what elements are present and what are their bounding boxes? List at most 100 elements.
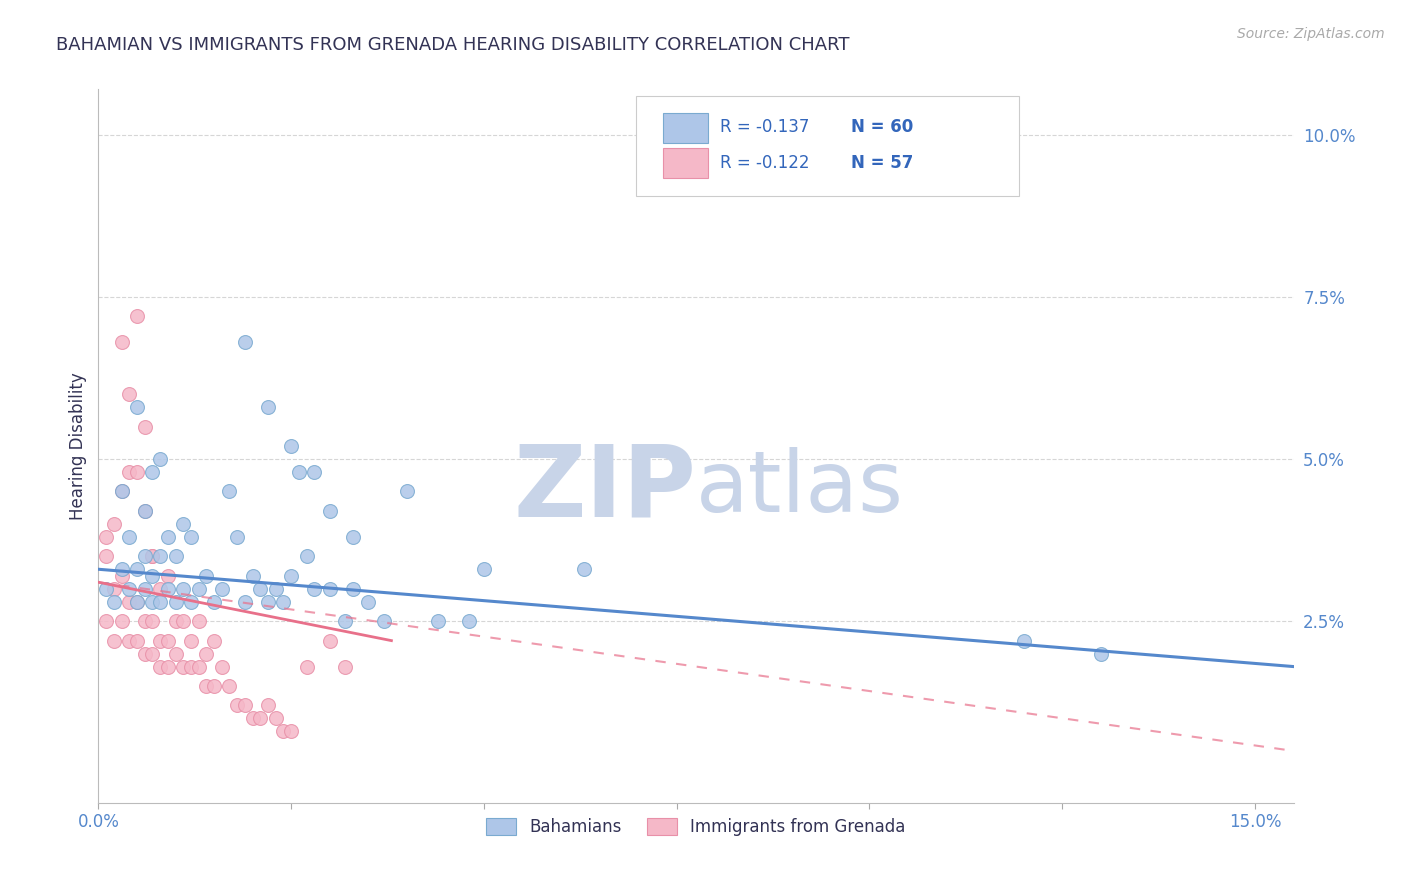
Text: N = 60: N = 60 [852, 118, 914, 136]
Point [110, 568, 132, 582]
Point [172, 614, 194, 628]
Point [233, 698, 256, 713]
Point [118, 633, 141, 648]
Point [218, 484, 240, 499]
Text: R = -0.122: R = -0.122 [720, 153, 810, 171]
Legend: Bahamians, Immigrants from Grenada: Bahamians, Immigrants from Grenada [478, 810, 914, 845]
Point [273, 595, 295, 609]
Point [141, 595, 163, 609]
Text: BAHAMIAN VS IMMIGRANTS FROM GRENADA HEARING DISABILITY CORRELATION CHART: BAHAMIAN VS IMMIGRANTS FROM GRENADA HEAR… [56, 36, 849, 54]
Point [118, 387, 141, 401]
Point [249, 711, 271, 725]
Point [118, 530, 141, 544]
Point [172, 659, 194, 673]
Point [187, 582, 209, 596]
Point [288, 465, 311, 479]
Point [1090, 647, 1112, 661]
Point [295, 659, 318, 673]
Point [202, 595, 225, 609]
Point [118, 465, 141, 479]
Point [187, 614, 209, 628]
Point [103, 582, 125, 596]
Point [141, 465, 163, 479]
Point [125, 595, 148, 609]
Point [1012, 633, 1035, 648]
Point [187, 659, 209, 673]
Point [110, 335, 132, 350]
Text: Source: ZipAtlas.com: Source: ZipAtlas.com [1237, 27, 1385, 41]
Point [141, 549, 163, 564]
Point [333, 659, 356, 673]
Point [134, 582, 156, 596]
Point [134, 419, 156, 434]
Point [134, 504, 156, 518]
Point [273, 724, 295, 739]
Point [125, 310, 148, 324]
Point [103, 633, 125, 648]
Point [257, 698, 280, 713]
Point [125, 595, 148, 609]
Point [149, 549, 172, 564]
Point [141, 614, 163, 628]
Point [156, 530, 179, 544]
Point [195, 568, 218, 582]
Point [280, 724, 302, 739]
Point [94, 530, 117, 544]
Point [103, 516, 125, 531]
Point [180, 595, 202, 609]
FancyBboxPatch shape [637, 96, 1019, 196]
Point [149, 633, 172, 648]
Point [134, 647, 156, 661]
Point [118, 595, 141, 609]
Text: R = -0.137: R = -0.137 [720, 118, 810, 136]
Point [226, 698, 249, 713]
Point [141, 568, 163, 582]
Point [457, 614, 479, 628]
Point [342, 530, 364, 544]
Point [242, 568, 264, 582]
Point [233, 335, 256, 350]
Point [342, 582, 364, 596]
Point [134, 549, 156, 564]
Point [264, 711, 287, 725]
Point [319, 504, 342, 518]
Point [195, 647, 218, 661]
Point [156, 582, 179, 596]
Point [202, 633, 225, 648]
Point [304, 582, 326, 596]
Point [172, 582, 194, 596]
Point [134, 504, 156, 518]
Point [94, 582, 117, 596]
Point [202, 679, 225, 693]
Point [165, 614, 187, 628]
Point [165, 549, 187, 564]
Point [180, 633, 202, 648]
Point [304, 465, 326, 479]
Point [172, 516, 194, 531]
Point [110, 484, 132, 499]
Point [110, 484, 132, 499]
Point [110, 614, 132, 628]
Point [156, 568, 179, 582]
Point [149, 595, 172, 609]
Point [103, 595, 125, 609]
Point [110, 562, 132, 576]
Text: N = 57: N = 57 [852, 153, 914, 171]
Point [257, 400, 280, 414]
Point [180, 659, 202, 673]
Point [125, 633, 148, 648]
Point [180, 530, 202, 544]
Point [319, 633, 342, 648]
Point [226, 530, 249, 544]
Y-axis label: Hearing Disability: Hearing Disability [69, 372, 87, 520]
Point [280, 439, 302, 453]
Point [249, 582, 271, 596]
Point [357, 595, 380, 609]
Point [280, 568, 302, 582]
Point [319, 582, 342, 596]
Point [141, 647, 163, 661]
Point [125, 562, 148, 576]
Point [149, 659, 172, 673]
Point [141, 549, 163, 564]
Text: atlas: atlas [696, 447, 904, 531]
